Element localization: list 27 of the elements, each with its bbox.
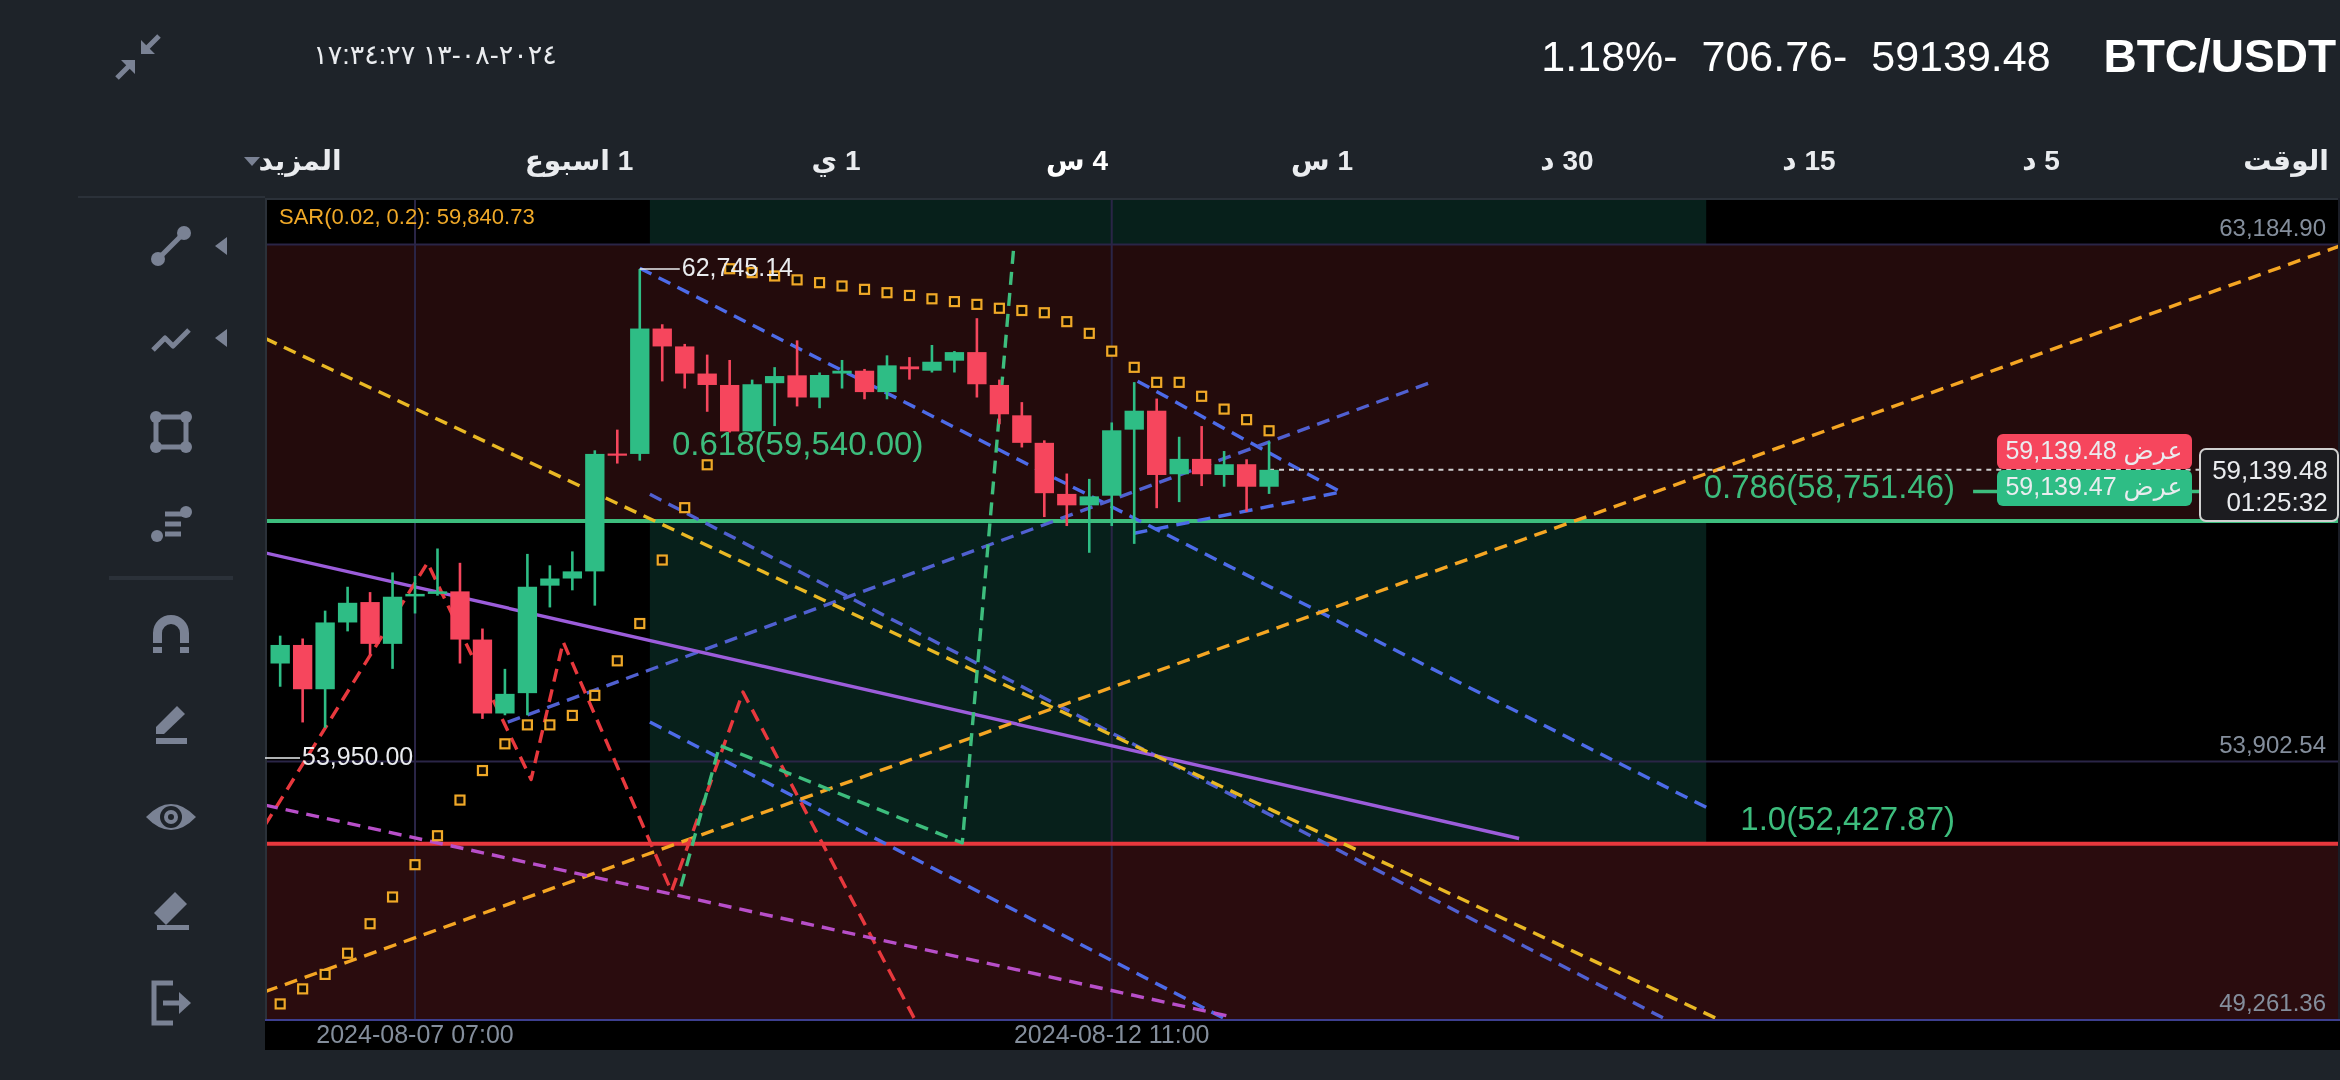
annotation: 62,745.14 [681, 252, 794, 281]
text: SAR(0.02, 0.2): 59,840.73 [279, 203, 535, 229]
annotation: عرض 59,139.47 [2005, 471, 2183, 501]
text: 15 د [1782, 145, 1836, 177]
text: 30 د [1540, 145, 1594, 177]
ref-line-label: 1.0(52,427.87) [1740, 800, 1955, 838]
y-tick-label: 63,184.90 [2219, 213, 2326, 241]
annotation: 0.786(58,751.46) [1703, 467, 1955, 505]
chart-title: BTC/USDT [2103, 30, 2336, 83]
chart-subtitle: 59139.48 -706.76 -1.18% [1541, 32, 2051, 81]
annotation: 0.618(59,540.00) [672, 424, 924, 462]
y-tick-label: 53,902.54 [2219, 730, 2326, 758]
y-tick-label: 49,261.36 [2219, 989, 2326, 1016]
text: 1 ي [811, 145, 861, 178]
annotation: 01:25:32 [2226, 486, 2328, 517]
annotation: 59,139.48 [2212, 454, 2328, 485]
text: 5 د [2022, 145, 2060, 177]
text: 1 س [1291, 145, 1353, 178]
text: المزيد [258, 145, 342, 178]
annotation: 53,950.00 [302, 741, 414, 770]
x-tick-label: 2024-08-07 07:00 [316, 1019, 514, 1048]
text: 4 س [1046, 145, 1109, 178]
text: 1 اسبوع [524, 145, 634, 178]
annotation: عرض 59,139.48 [2005, 435, 2183, 465]
text: ٢٠٢٤-٠٨-١٣ ١٧:٣٤:٢٧ [313, 40, 557, 71]
text: الوقت [2243, 145, 2329, 178]
x-tick-label: 2024-08-12 11:00 [1013, 1019, 1210, 1048]
